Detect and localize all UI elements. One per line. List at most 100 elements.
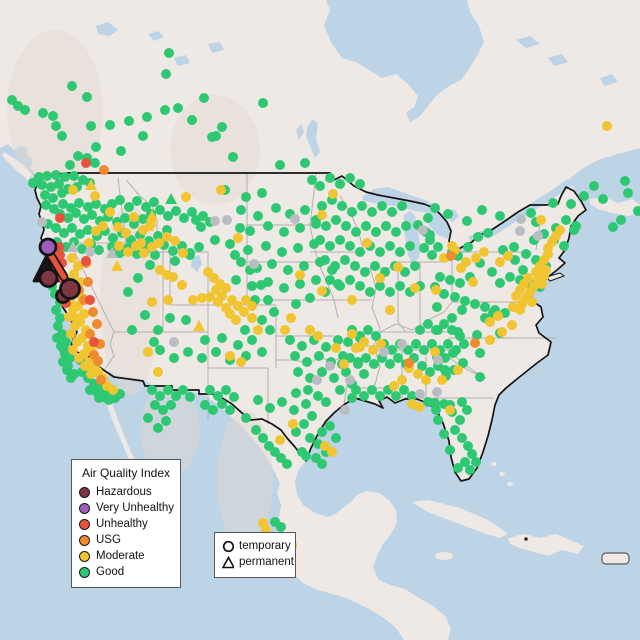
station-dot-temporary[interactable]	[302, 357, 312, 367]
station-dot-temporary[interactable]	[140, 310, 150, 320]
station-dot-temporary[interactable]	[282, 459, 292, 469]
station-dot-temporary[interactable]	[555, 225, 565, 235]
station-dot-temporary[interactable]	[516, 214, 526, 224]
station-dot-temporary[interactable]	[317, 367, 327, 377]
station-dot-temporary[interactable]	[247, 313, 257, 323]
station-dot-temporary[interactable]	[389, 381, 399, 391]
station-dot-temporary[interactable]	[145, 260, 155, 270]
station-dot-temporary[interactable]	[571, 221, 581, 231]
station-dot-temporary[interactable]	[169, 353, 179, 363]
station-dot-temporary[interactable]	[345, 241, 355, 251]
station-dot-temporary[interactable]	[121, 228, 131, 238]
station-dot-temporary[interactable]	[96, 375, 106, 385]
station-dot-temporary[interactable]	[288, 419, 298, 429]
station-dot-temporary[interactable]	[170, 236, 180, 246]
station-dot-temporary[interactable]	[66, 329, 76, 339]
station-dot-temporary[interactable]	[293, 367, 303, 377]
station-dot-temporary[interactable]	[88, 307, 98, 317]
station-dot-temporary[interactable]	[57, 131, 67, 141]
station-dot-temporary[interactable]	[427, 250, 437, 260]
station-dot-temporary[interactable]	[123, 287, 133, 297]
station-dot-temporary[interactable]	[161, 69, 171, 79]
station-dot-temporary[interactable]	[107, 199, 117, 209]
station-dot-temporary[interactable]	[548, 198, 558, 208]
station-dot-temporary[interactable]	[136, 238, 146, 248]
event-marker-temporary-v[interactable]	[38, 237, 58, 257]
station-dot-temporary[interactable]	[285, 335, 295, 345]
station-dot-temporary[interactable]	[633, 206, 640, 216]
station-dot-temporary[interactable]	[335, 179, 345, 189]
station-dot-temporary[interactable]	[325, 421, 335, 431]
station-dot-temporary[interactable]	[355, 281, 365, 291]
station-dot-temporary[interactable]	[435, 272, 445, 282]
station-dot-temporary[interactable]	[375, 391, 385, 401]
station-dot-temporary[interactable]	[325, 275, 335, 285]
station-dot-temporary[interactable]	[341, 221, 351, 231]
station-dot-temporary[interactable]	[85, 329, 95, 339]
station-dot-temporary[interactable]	[341, 367, 351, 377]
station-dot-temporary[interactable]	[495, 257, 505, 267]
station-dot-temporary[interactable]	[178, 385, 188, 395]
station-dot-temporary[interactable]	[37, 180, 47, 190]
station-dot-temporary[interactable]	[155, 391, 165, 401]
station-dot-temporary[interactable]	[405, 241, 415, 251]
station-dot-temporary[interactable]	[423, 397, 433, 407]
station-dot-temporary[interactable]	[210, 235, 220, 245]
station-dot-temporary[interactable]	[291, 299, 301, 309]
station-dot-temporary[interactable]	[163, 385, 173, 395]
station-dot-temporary[interactable]	[379, 347, 389, 357]
station-dot-temporary[interactable]	[290, 351, 300, 361]
station-dot-temporary[interactable]	[317, 286, 327, 296]
station-dot-temporary[interactable]	[143, 347, 153, 357]
station-dot-temporary[interactable]	[81, 158, 91, 168]
station-dot-temporary[interactable]	[427, 339, 437, 349]
station-dot-temporary[interactable]	[432, 302, 442, 312]
station-dot-temporary[interactable]	[198, 211, 208, 221]
station-dot-temporary[interactable]	[537, 279, 547, 289]
station-dot-temporary[interactable]	[347, 207, 357, 217]
station-dot-temporary[interactable]	[258, 433, 268, 443]
station-dot-temporary[interactable]	[495, 211, 505, 221]
station-dot-temporary[interactable]	[153, 423, 163, 433]
station-dot-temporary[interactable]	[518, 265, 528, 275]
station-dot-temporary[interactable]	[317, 210, 327, 220]
station-dot-temporary[interactable]	[141, 202, 151, 212]
station-dot-temporary[interactable]	[369, 359, 379, 369]
station-dot-temporary[interactable]	[163, 211, 173, 221]
station-dot-temporary[interactable]	[415, 325, 425, 335]
station-dot-temporary[interactable]	[437, 375, 447, 385]
station-dot-temporary[interactable]	[495, 278, 505, 288]
station-dot-temporary[interactable]	[143, 413, 153, 423]
station-dot-temporary[interactable]	[247, 281, 257, 291]
station-dot-temporary[interactable]	[77, 244, 87, 254]
station-dot-temporary[interactable]	[421, 375, 431, 385]
station-dot-temporary[interactable]	[397, 375, 407, 385]
station-dot-temporary[interactable]	[85, 247, 95, 257]
station-dot-temporary[interactable]	[375, 281, 385, 291]
station-dot-temporary[interactable]	[321, 342, 331, 352]
station-dot-temporary[interactable]	[247, 301, 257, 311]
station-dot-temporary[interactable]	[20, 105, 30, 115]
station-dot-temporary[interactable]	[313, 331, 323, 341]
station-dot-temporary[interactable]	[479, 247, 489, 257]
station-dot-temporary[interactable]	[163, 295, 173, 305]
station-dot-temporary[interactable]	[251, 425, 261, 435]
station-dot-temporary[interactable]	[37, 217, 47, 227]
station-dot-temporary[interactable]	[407, 391, 417, 401]
station-dot-temporary[interactable]	[459, 339, 469, 349]
event-marker-temporary-h[interactable]	[38, 268, 59, 288]
station-dot-temporary[interactable]	[391, 227, 401, 237]
station-dot-temporary[interactable]	[460, 296, 470, 306]
station-dot-temporary[interactable]	[315, 235, 325, 245]
station-dot-temporary[interactable]	[411, 339, 421, 349]
station-dot-temporary[interactable]	[440, 365, 450, 375]
station-dot-temporary[interactable]	[425, 230, 435, 240]
station-dot-temporary[interactable]	[339, 359, 349, 369]
station-dot-temporary[interactable]	[153, 367, 163, 377]
station-dot-temporary[interactable]	[353, 359, 363, 369]
station-dot-temporary[interactable]	[94, 245, 104, 255]
station-dot-temporary[interactable]	[225, 351, 235, 361]
station-dot-temporary[interactable]	[236, 257, 246, 267]
station-dot-temporary[interactable]	[470, 299, 480, 309]
station-dot-temporary[interactable]	[178, 248, 188, 258]
